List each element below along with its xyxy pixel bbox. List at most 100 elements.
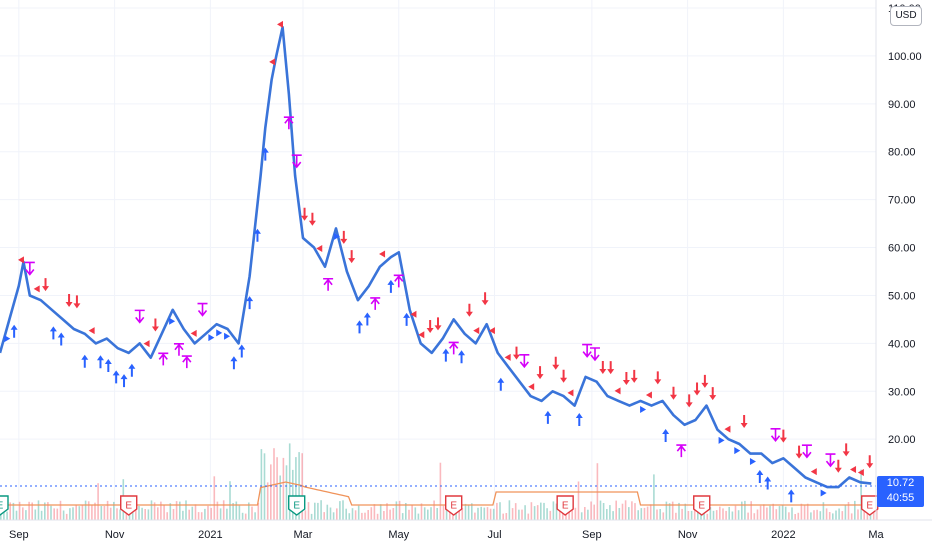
volume-bar xyxy=(379,504,382,520)
volume-bar xyxy=(185,500,187,520)
volume-bar xyxy=(555,503,558,520)
volume-bar xyxy=(109,507,112,520)
volume-bar xyxy=(637,510,639,520)
volume-bar xyxy=(285,465,288,520)
volume-bar xyxy=(734,505,737,520)
volume-bar xyxy=(47,502,49,520)
volume-bar xyxy=(200,512,203,520)
volume-bar xyxy=(518,509,520,520)
volume-bar xyxy=(28,501,30,520)
buy-arrow-marker xyxy=(57,332,65,346)
volume-bar xyxy=(756,509,759,520)
volume-bar xyxy=(408,509,410,520)
volume-bar xyxy=(499,502,501,520)
volume-bar xyxy=(248,502,250,520)
volume-bar xyxy=(505,513,508,520)
earnings-marker-shape[interactable] xyxy=(288,495,306,516)
volume-bar xyxy=(445,507,448,520)
volume-bar xyxy=(822,502,825,520)
earnings-marker-shape[interactable] xyxy=(120,495,138,516)
earnings-marker-shape[interactable] xyxy=(0,495,9,516)
volume-bar xyxy=(806,503,809,520)
volume-bar xyxy=(163,505,165,520)
buy-arrow-marker xyxy=(575,413,583,427)
special-sell-marker xyxy=(197,302,208,317)
entry-flag-marker xyxy=(216,329,223,337)
earnings-markers[interactable]: EEEEEEE xyxy=(0,495,879,516)
volume-bar xyxy=(172,509,175,520)
special-buy-marker xyxy=(676,444,687,458)
volume-bar xyxy=(653,474,655,520)
volume-bar xyxy=(841,511,844,520)
volume-bar xyxy=(386,503,388,520)
exit-flag-marker xyxy=(33,285,40,293)
volume-bar xyxy=(364,512,366,520)
buy-arrow-marker xyxy=(764,476,772,490)
buy-arrow-marker xyxy=(261,147,269,161)
volume-bar xyxy=(590,501,592,520)
volume-bar xyxy=(116,508,118,520)
volume-bar xyxy=(587,509,589,520)
volume-bar xyxy=(784,506,787,520)
volume-bar xyxy=(737,510,740,520)
exit-flag-marker xyxy=(190,329,197,337)
volume-bar xyxy=(301,453,303,520)
buy-arrow-marker xyxy=(238,344,246,358)
volume-bar xyxy=(496,502,498,520)
volume-bar xyxy=(769,505,771,520)
buy-arrow-marker xyxy=(128,363,136,377)
volume-bar xyxy=(292,469,294,520)
special-buy-marker xyxy=(158,352,169,366)
earnings-marker-shape[interactable] xyxy=(861,495,879,516)
y-tick-label: 90.00 xyxy=(888,99,916,111)
volume-bar xyxy=(84,500,87,520)
volume-bar xyxy=(803,504,806,520)
volume-bar xyxy=(320,500,322,520)
volume-bar xyxy=(678,502,680,520)
volume-bar xyxy=(12,502,15,520)
volume-bar xyxy=(574,507,577,520)
volume-bar xyxy=(244,513,247,520)
volume-bar xyxy=(376,513,379,520)
volume-bar xyxy=(763,504,765,520)
volume-bar xyxy=(69,508,71,520)
currency-selector-button[interactable]: USD xyxy=(890,6,922,26)
x-tick-label: May xyxy=(388,529,409,541)
volume-bar xyxy=(401,513,404,520)
volume-bar xyxy=(668,503,671,520)
volume-bar xyxy=(681,508,683,520)
volume-bar xyxy=(25,510,27,520)
volume-bar xyxy=(628,507,630,520)
earnings-marker-label: E xyxy=(866,501,873,512)
volume-bar xyxy=(81,504,84,520)
y-tick-label: 40.00 xyxy=(888,338,916,350)
volume-bar xyxy=(690,510,693,520)
earnings-marker-shape[interactable] xyxy=(444,495,463,516)
volume-bar xyxy=(144,509,146,520)
earnings-marker-shape[interactable] xyxy=(556,495,574,516)
buy-arrow-marker xyxy=(356,320,364,334)
volume-bar xyxy=(825,508,828,520)
volume-bar xyxy=(719,506,721,520)
y-tick-label: 50.00 xyxy=(888,290,916,302)
volume-bar xyxy=(395,501,398,520)
volume-bar xyxy=(72,507,74,520)
volume-bar xyxy=(461,508,464,520)
entry-flag-marker xyxy=(169,317,176,325)
volume-bar xyxy=(546,508,548,520)
volume-bar xyxy=(91,505,93,520)
volume-bar xyxy=(508,500,511,520)
entry-flag-marker xyxy=(224,332,231,340)
volume-bar xyxy=(533,506,536,520)
exit-flag-marker xyxy=(277,20,284,28)
buy-arrow-marker xyxy=(96,355,104,369)
special-sell-marker xyxy=(589,347,600,362)
volume-bar xyxy=(693,504,696,520)
volume-bar xyxy=(439,462,442,520)
entry-flag-marker xyxy=(718,436,725,444)
price-line[interactable] xyxy=(0,25,872,489)
earnings-marker-shape[interactable] xyxy=(693,495,711,516)
buy-arrow-marker xyxy=(387,279,395,293)
volume-bar xyxy=(618,508,621,520)
